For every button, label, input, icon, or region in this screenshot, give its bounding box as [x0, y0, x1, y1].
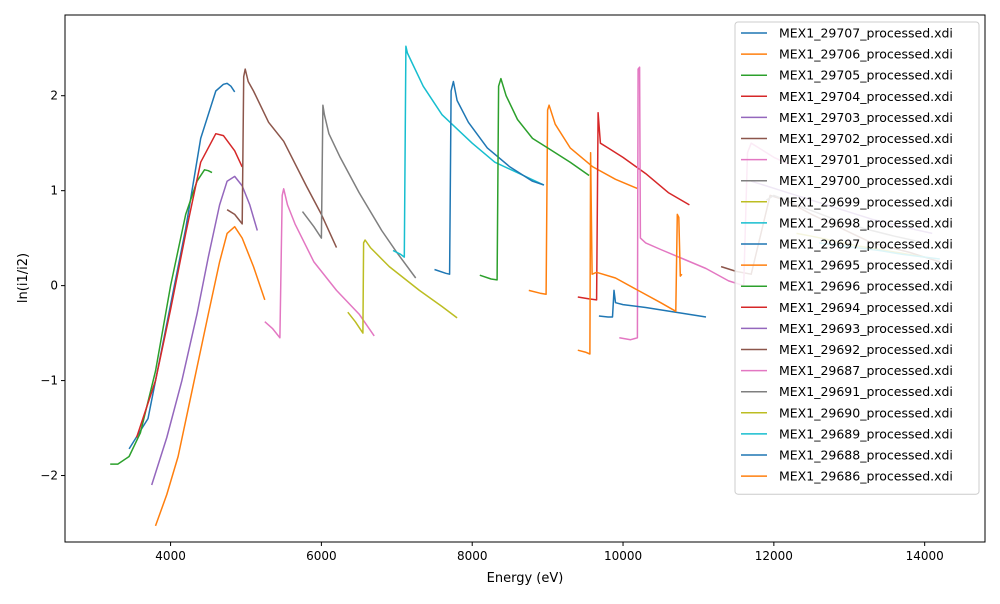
series-line-6 [264, 188, 375, 339]
series-line-5 [226, 68, 338, 248]
legend-label-13: MEX1_29694_processed.xdi [779, 300, 953, 315]
legend-label-4: MEX1_29703_processed.xdi [779, 110, 953, 125]
legend-label-12: MEX1_29696_processed.xdi [779, 279, 953, 294]
series-line-11 [528, 104, 639, 295]
y-axis-ticks: −2 −1 0 1 2 [40, 89, 65, 483]
series-line-13 [577, 112, 690, 301]
x-tick-label: 4000 [155, 549, 186, 563]
series-line-4 [150, 175, 259, 486]
y-tick-label: 2 [50, 89, 58, 103]
y-tick-label: 1 [50, 184, 58, 198]
series-line-20 [598, 289, 707, 318]
x-axis-label: Energy (eV) [487, 571, 564, 586]
x-axis-ticks: 4000 6000 8000 10000 12000 14000 [155, 542, 944, 563]
y-tick-label: −1 [40, 374, 58, 388]
legend-label-17: MEX1_29691_processed.xdi [779, 384, 953, 399]
legend-label-21: MEX1_29686_processed.xdi [779, 469, 953, 484]
y-tick-label: −2 [40, 469, 58, 483]
series-line-21 [577, 151, 683, 355]
legend-label-18: MEX1_29690_processed.xdi [779, 405, 953, 420]
series-line-10 [434, 80, 545, 275]
legend-label-11: MEX1_29695_processed.xdi [779, 258, 953, 273]
x-tick-label: 14000 [906, 549, 944, 563]
x-tick-label: 10000 [604, 549, 642, 563]
legend-label-19: MEX1_29689_processed.xdi [779, 426, 953, 441]
legend-label-10: MEX1_29697_processed.xdi [779, 237, 953, 252]
series-line-1 [154, 225, 266, 527]
x-tick-label: 12000 [755, 549, 793, 563]
y-tick-label: 0 [50, 279, 58, 293]
series-line-7 [301, 104, 417, 279]
axes-frame [64, 14, 986, 543]
series-line-3 [135, 132, 243, 438]
legend-box [734, 21, 980, 495]
legend-label-3: MEX1_29704_processed.xdi [779, 89, 953, 104]
x-tick-label: 6000 [306, 549, 337, 563]
legend-label-14: MEX1_29693_processed.xdi [779, 321, 953, 336]
legend-label-15: MEX1_29692_processed.xdi [779, 342, 953, 357]
series-line-12 [479, 77, 590, 281]
legend-label-9: MEX1_29698_processed.xdi [779, 215, 953, 230]
legend-label-8: MEX1_29699_processed.xdi [779, 194, 953, 209]
series-line-8 [347, 239, 458, 334]
series-line-9 [392, 45, 545, 258]
legend: MEX1_29707_processed.xdi MEX1_29706_proce… [734, 21, 980, 495]
x-tick-label: 8000 [457, 549, 488, 563]
legend-label-2: MEX1_29705_processed.xdi [779, 68, 953, 83]
legend-label-5: MEX1_29702_processed.xdi [779, 131, 953, 146]
legend-label-6: MEX1_29701_processed.xdi [779, 152, 953, 167]
series-line-2 [110, 169, 213, 465]
legend-label-20: MEX1_29688_processed.xdi [779, 448, 953, 463]
legend-label-7: MEX1_29700_processed.xdi [779, 173, 953, 188]
y-axis-label: ln(i1/i2) [16, 253, 31, 303]
legend-label-16: MEX1_29687_processed.xdi [779, 363, 953, 378]
legend-label-1: MEX1_29706_processed.xdi [779, 47, 953, 62]
legend-label-0: MEX1_29707_processed.xdi [779, 26, 953, 41]
